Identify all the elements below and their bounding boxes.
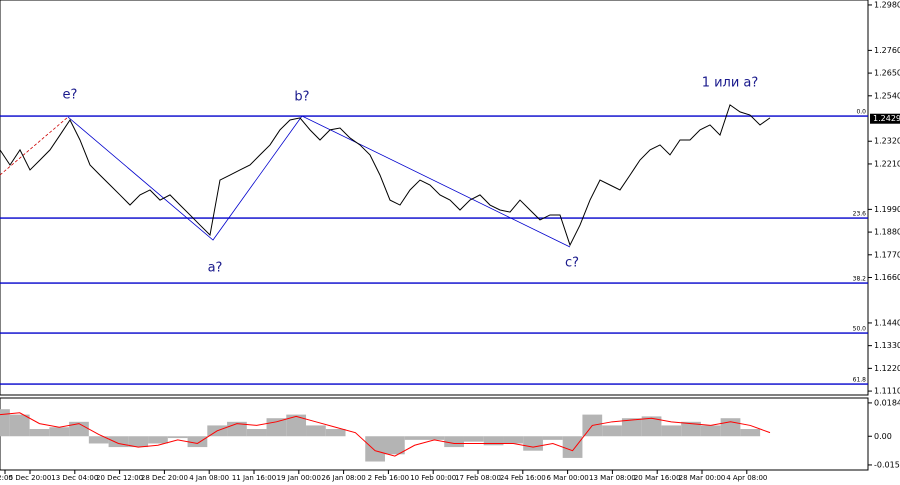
fib-label: 61.8 — [853, 377, 867, 384]
price-panel — [0, 0, 869, 396]
histogram-bar — [187, 436, 208, 448]
histogram-bar — [108, 436, 129, 448]
histogram-bar — [602, 425, 622, 437]
y-tick-label: 1.1990 — [874, 205, 900, 214]
histogram-bar — [49, 427, 70, 437]
y-tick-label: 1.1880 — [874, 228, 900, 237]
x-tick-label: 10 Feb 00:00 — [410, 474, 456, 482]
histogram-bar — [0, 409, 10, 437]
x-tick-label: 20 Mar 16:00 — [634, 474, 681, 482]
wave-label: 1 или a? — [702, 76, 759, 91]
x-tick-label: 2 Feb 16:00 — [368, 474, 409, 482]
wave-label: c? — [565, 256, 579, 271]
histogram-bar — [365, 436, 385, 462]
histogram-bar — [463, 436, 484, 442]
signal-line — [0, 412, 771, 457]
y-tick-label: 0.01848 — [874, 398, 900, 407]
fib-label: 0.0 — [856, 109, 866, 116]
x-tick-label: 11 Jan 16:00 — [232, 474, 276, 482]
histogram-bar — [385, 436, 405, 455]
y-tick-label: 1.2320 — [874, 137, 900, 146]
histogram-bar — [424, 436, 445, 440]
histogram-bar — [523, 436, 543, 451]
fib-label: 38.2 — [853, 276, 867, 283]
y-tick-label: 1.1330 — [874, 341, 900, 350]
histogram-bar — [700, 425, 721, 437]
wave-line — [67, 115, 571, 248]
y-tick-label: 1.1110 — [874, 387, 900, 396]
y-tick-label: 0.00 — [874, 432, 892, 441]
histogram-bar — [69, 421, 89, 437]
x-tick-label: 28 Mar 00:00 — [679, 474, 726, 482]
last-price-label: 1.2429 — [873, 114, 900, 123]
histogram-bar — [88, 436, 109, 444]
histogram-bar — [621, 418, 642, 437]
x-tick-label: 13 Dec 04:00 — [51, 474, 98, 482]
y-tick-label: 1.1660 — [874, 273, 900, 282]
y-tick-label: 1.1440 — [874, 318, 900, 327]
x-tick-label: 13 Mar 08:00 — [589, 474, 636, 482]
histogram-bar — [9, 414, 30, 437]
histogram-bar — [661, 425, 682, 437]
x-tick-label: 17 Feb 08:00 — [455, 474, 501, 482]
histogram-bar — [325, 429, 346, 437]
histogram-bar — [681, 421, 701, 437]
histogram-bar — [128, 436, 149, 448]
histogram-bar — [720, 418, 741, 437]
histogram-bar — [483, 436, 504, 446]
histogram-bar — [503, 436, 524, 444]
x-tick-label: 4 Jan 08:00 — [189, 474, 229, 482]
x-tick-label: 5 Dec 20:00 — [9, 474, 52, 482]
x-tick-label: 19 Jan 00:00 — [277, 474, 321, 482]
y-tick-label: 1.2760 — [874, 46, 900, 55]
wave-label: e? — [63, 88, 78, 103]
histogram-bar — [306, 425, 326, 437]
price-line — [0, 104, 771, 247]
fib-label: 23.6 — [853, 211, 867, 218]
last-price-box — [870, 113, 900, 124]
x-tick-label: 4 Apr 08:00 — [726, 474, 767, 482]
y-tick-label: 1.1220 — [874, 364, 900, 373]
y-tick-label: 1.2210 — [874, 159, 900, 168]
histogram-bar — [444, 436, 464, 448]
histogram-bar — [148, 436, 168, 444]
x-tick-label: 28 Dec 20:00 — [141, 474, 188, 482]
histogram-bar — [246, 429, 267, 437]
fib-label: 50.0 — [853, 326, 867, 333]
histogram-bar — [542, 436, 563, 440]
y-tick-label: -0.0159 — [874, 460, 900, 469]
y-tick-label: 1.2650 — [874, 69, 900, 78]
histogram-bar — [266, 418, 287, 437]
x-tick-label: 24 Feb 16:00 — [500, 474, 546, 482]
histogram-bar — [404, 436, 425, 440]
wave-label: a? — [208, 261, 223, 276]
y-tick-label: 1.2540 — [874, 91, 900, 100]
x-tick-label: 2:00 — [0, 474, 13, 482]
histogram-bar — [29, 429, 50, 437]
wave-label: b? — [294, 90, 309, 105]
histogram-bar — [286, 414, 307, 437]
histogram-bar — [641, 416, 662, 437]
histogram-bar — [167, 436, 188, 439]
histogram-bar — [562, 436, 583, 458]
y-tick-label: 1.1770 — [874, 250, 900, 259]
y-tick-label: 1.2980 — [874, 0, 900, 9]
x-tick-label: 26 Jan 08:00 — [321, 474, 365, 482]
x-tick-label: 20 Dec 12:00 — [96, 474, 143, 482]
histogram-bar — [740, 429, 761, 437]
x-tick-label: 6 Mar 00:00 — [546, 474, 588, 482]
